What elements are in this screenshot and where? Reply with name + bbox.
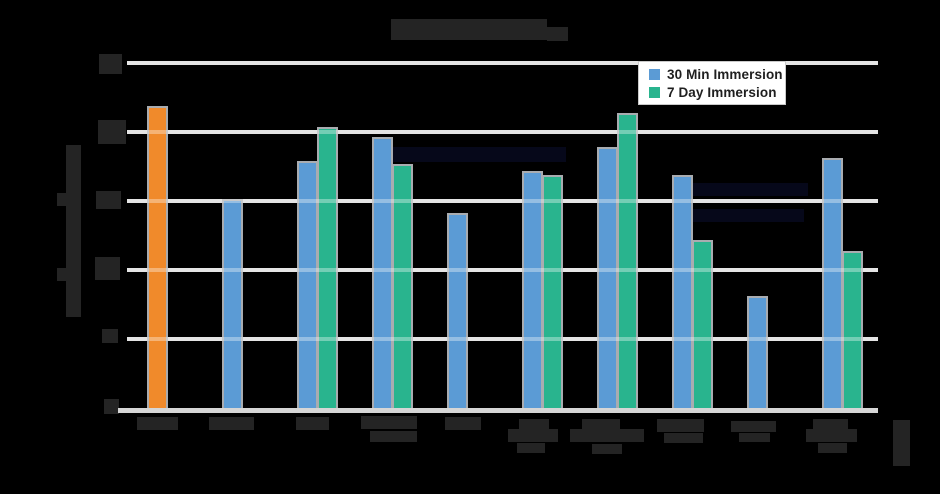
x-tick-label-redacted bbox=[893, 420, 910, 466]
legend-item-30-min: 30 Min Immersion bbox=[649, 67, 785, 82]
x-tick-label-redacted bbox=[739, 433, 770, 442]
x-tick-label-redacted bbox=[570, 429, 644, 442]
bar-30min-c6 bbox=[522, 171, 543, 408]
gridline-overlay bbox=[127, 130, 878, 134]
y-axis-title-redacted bbox=[66, 145, 81, 317]
gridline-overlay bbox=[127, 268, 878, 272]
ghost-text-artifact bbox=[682, 209, 804, 222]
ghost-text-artifact bbox=[390, 147, 566, 162]
gridline bbox=[127, 337, 878, 341]
bar-7day-c7 bbox=[617, 113, 638, 408]
x-tick-label-redacted bbox=[445, 417, 481, 430]
legend-swatch-blue-icon bbox=[649, 68, 660, 80]
legend-label: 7 Day Immersion bbox=[667, 84, 777, 100]
bar-7day-c6 bbox=[542, 175, 563, 408]
bar-30min-c8 bbox=[672, 175, 693, 408]
legend-label: 30 Min Immersion bbox=[667, 66, 783, 82]
legend-swatch-green-icon bbox=[649, 86, 660, 98]
y-tick-label-redacted bbox=[102, 329, 118, 343]
x-tick-label-redacted bbox=[361, 416, 417, 429]
x-tick-label-redacted bbox=[209, 417, 254, 430]
gridline bbox=[127, 61, 878, 65]
bar-30min-c9 bbox=[747, 296, 768, 408]
y-tick-label-redacted bbox=[104, 399, 119, 414]
x-tick-label-redacted bbox=[137, 417, 178, 430]
bar-7day-c4 bbox=[392, 164, 413, 408]
x-tick-label-redacted bbox=[508, 429, 558, 442]
x-tick-label-redacted bbox=[731, 421, 776, 432]
gridline-overlay bbox=[127, 61, 878, 65]
x-tick-label-redacted bbox=[813, 419, 848, 429]
bar-orange-c1 bbox=[147, 106, 168, 408]
y-tick-label-redacted bbox=[99, 54, 122, 74]
x-tick-label-redacted bbox=[664, 433, 703, 443]
y-tick-label-redacted bbox=[98, 120, 126, 144]
legend: 30 Min Immersion 7 Day Immersion bbox=[638, 61, 786, 105]
bar-7day-c10 bbox=[842, 251, 863, 408]
bar-7day-c8 bbox=[692, 240, 713, 408]
x-tick-label-redacted bbox=[582, 419, 620, 429]
gridline-overlay bbox=[127, 199, 878, 203]
chart-title-redacted bbox=[547, 27, 568, 41]
bar-30min-c7 bbox=[597, 147, 618, 408]
x-tick-label-redacted bbox=[296, 417, 329, 430]
x-axis-line bbox=[118, 408, 878, 413]
gridline-overlay bbox=[127, 337, 878, 341]
x-tick-label-redacted bbox=[370, 431, 417, 442]
x-tick-label-redacted bbox=[806, 429, 857, 442]
y-tick-label-redacted bbox=[96, 191, 121, 209]
bar-30min-c10 bbox=[822, 158, 843, 408]
ghost-text-artifact bbox=[680, 183, 808, 196]
x-tick-label-redacted bbox=[657, 419, 704, 432]
x-tick-label-redacted bbox=[818, 443, 847, 453]
bar-30min-c5 bbox=[447, 213, 468, 408]
x-tick-label-redacted bbox=[519, 419, 549, 429]
gridline bbox=[127, 268, 878, 272]
bar-30min-c4 bbox=[372, 137, 393, 408]
legend-item-7-day: 7 Day Immersion bbox=[649, 85, 785, 100]
x-tick-label-redacted bbox=[517, 443, 545, 453]
bar-7day-c3 bbox=[317, 127, 338, 408]
bar-30min-c2 bbox=[222, 199, 243, 408]
y-axis-title-redacted bbox=[57, 193, 66, 206]
chart-title-redacted bbox=[391, 19, 547, 40]
gridline bbox=[127, 199, 878, 203]
gridline bbox=[127, 130, 878, 134]
y-axis-title-redacted bbox=[57, 268, 66, 281]
x-tick-label-redacted bbox=[592, 444, 622, 454]
y-tick-label-redacted bbox=[95, 257, 120, 280]
